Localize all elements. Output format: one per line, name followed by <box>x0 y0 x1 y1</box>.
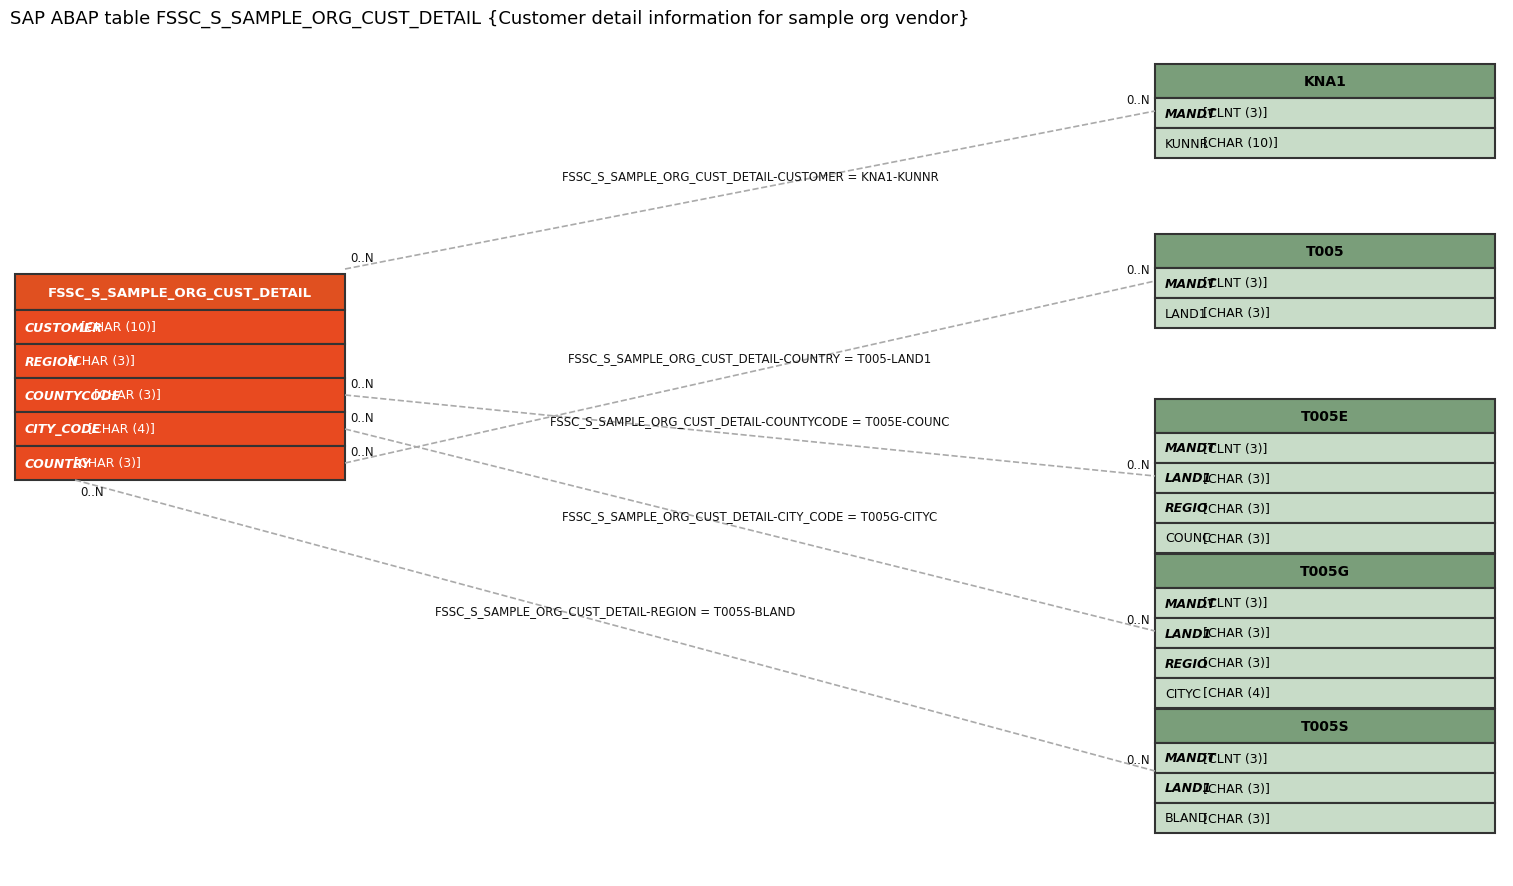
Text: FSSC_S_SAMPLE_ORG_CUST_DETAIL: FSSC_S_SAMPLE_ORG_CUST_DETAIL <box>48 286 312 299</box>
Bar <box>1154 618 1495 649</box>
Text: [CHAR (10)]: [CHAR (10)] <box>1198 137 1278 151</box>
Text: 0..N: 0..N <box>1126 94 1150 107</box>
Text: MANDT: MANDT <box>1165 597 1216 610</box>
Text: FSSC_S_SAMPLE_ORG_CUST_DETAIL-COUNTYCODE = T005E-COUNC: FSSC_S_SAMPLE_ORG_CUST_DETAIL-COUNTYCODE… <box>551 415 950 428</box>
Text: T005S: T005S <box>1301 719 1350 734</box>
Text: 0..N: 0..N <box>350 252 374 265</box>
Text: [CHAR (3)]: [CHAR (3)] <box>1198 657 1269 670</box>
Bar <box>15 413 345 447</box>
Text: [CHAR (3)]: [CHAR (3)] <box>1198 307 1269 320</box>
Bar <box>1154 433 1495 463</box>
Text: FSSC_S_SAMPLE_ORG_CUST_DETAIL-REGION = T005S-BLAND: FSSC_S_SAMPLE_ORG_CUST_DETAIL-REGION = T… <box>434 605 796 618</box>
Text: LAND1: LAND1 <box>1165 626 1212 640</box>
Bar <box>1154 803 1495 833</box>
Text: COUNC: COUNC <box>1165 532 1210 545</box>
Text: [CLNT (3)]: [CLNT (3)] <box>1198 751 1268 765</box>
Text: [CHAR (3)]: [CHAR (3)] <box>1198 532 1269 545</box>
Bar <box>1154 400 1495 433</box>
Text: 0..N: 0..N <box>350 377 374 391</box>
Bar <box>1154 555 1495 588</box>
Text: [CLNT (3)]: [CLNT (3)] <box>1198 597 1268 610</box>
Text: REGIO: REGIO <box>1165 502 1209 515</box>
Text: LAND1: LAND1 <box>1165 307 1207 320</box>
Text: CITY_CODE: CITY_CODE <box>26 423 101 436</box>
Text: LAND1: LAND1 <box>1165 781 1212 795</box>
Text: BLAND: BLAND <box>1165 812 1209 825</box>
Bar <box>1154 494 1495 524</box>
Text: 0..N: 0..N <box>1126 458 1150 471</box>
Text: [CHAR (3)]: [CHAR (3)] <box>1198 626 1269 640</box>
Text: [CLNT (3)]: [CLNT (3)] <box>1198 442 1268 455</box>
Text: REGION: REGION <box>26 355 79 368</box>
Text: FSSC_S_SAMPLE_ORG_CUST_DETAIL-CUSTOMER = KNA1-KUNNR: FSSC_S_SAMPLE_ORG_CUST_DETAIL-CUSTOMER =… <box>561 170 938 183</box>
Bar <box>15 378 345 413</box>
Text: SAP ABAP table FSSC_S_SAMPLE_ORG_CUST_DETAIL {Customer detail information for sa: SAP ABAP table FSSC_S_SAMPLE_ORG_CUST_DE… <box>11 10 970 28</box>
Text: T005: T005 <box>1306 245 1345 259</box>
Text: 0..N: 0..N <box>80 486 103 499</box>
Text: [CHAR (3)]: [CHAR (3)] <box>64 355 135 368</box>
Bar <box>1154 65 1495 99</box>
Text: COUNTRY: COUNTRY <box>26 457 91 470</box>
Text: 0..N: 0..N <box>1126 264 1150 276</box>
Text: [CHAR (10)]: [CHAR (10)] <box>77 321 156 334</box>
Bar <box>1154 743 1495 773</box>
Text: FSSC_S_SAMPLE_ORG_CUST_DETAIL-COUNTRY = T005-LAND1: FSSC_S_SAMPLE_ORG_CUST_DETAIL-COUNTRY = … <box>569 352 932 364</box>
Bar <box>1154 268 1495 299</box>
Bar <box>15 311 345 345</box>
Text: MANDT: MANDT <box>1165 751 1216 765</box>
Text: MANDT: MANDT <box>1165 442 1216 455</box>
Bar <box>15 275 345 311</box>
Text: 0..N: 0..N <box>1126 753 1150 766</box>
Text: FSSC_S_SAMPLE_ORG_CUST_DETAIL-CITY_CODE = T005G-CITYC: FSSC_S_SAMPLE_ORG_CUST_DETAIL-CITY_CODE … <box>563 509 938 523</box>
Text: [CHAR (3)]: [CHAR (3)] <box>1198 472 1269 485</box>
Text: [CLNT (3)]: [CLNT (3)] <box>1198 107 1268 120</box>
Text: KNA1: KNA1 <box>1304 75 1347 89</box>
Text: T005G: T005G <box>1300 564 1350 579</box>
Text: REGIO: REGIO <box>1165 657 1209 670</box>
Bar <box>1154 679 1495 708</box>
Text: [CHAR (3)]: [CHAR (3)] <box>89 389 160 402</box>
Text: CITYC: CITYC <box>1165 687 1201 700</box>
Text: KUNNR: KUNNR <box>1165 137 1209 151</box>
Text: COUNTYCODE: COUNTYCODE <box>26 389 121 402</box>
Bar <box>1154 99 1495 128</box>
Text: T005E: T005E <box>1301 409 1350 424</box>
Bar <box>15 345 345 378</box>
Bar <box>1154 588 1495 618</box>
Bar <box>1154 235 1495 268</box>
Text: [CHAR (3)]: [CHAR (3)] <box>1198 781 1269 795</box>
Bar <box>1154 524 1495 554</box>
Bar <box>1154 463 1495 494</box>
Text: [CHAR (3)]: [CHAR (3)] <box>71 457 141 470</box>
Text: LAND1: LAND1 <box>1165 472 1212 485</box>
Text: [CHAR (3)]: [CHAR (3)] <box>1198 502 1269 515</box>
Text: 0..N: 0..N <box>350 446 374 458</box>
Text: CUSTOMER: CUSTOMER <box>26 321 103 334</box>
Bar <box>1154 128 1495 159</box>
Text: MANDT: MANDT <box>1165 107 1216 120</box>
Text: [CHAR (4)]: [CHAR (4)] <box>83 423 154 436</box>
Bar <box>1154 709 1495 743</box>
Text: [CLNT (3)]: [CLNT (3)] <box>1198 277 1268 291</box>
Text: [CHAR (4)]: [CHAR (4)] <box>1198 687 1269 700</box>
Text: [CHAR (3)]: [CHAR (3)] <box>1198 812 1269 825</box>
Bar <box>1154 773 1495 803</box>
Bar <box>1154 299 1495 329</box>
Text: 0..N: 0..N <box>1126 613 1150 626</box>
Bar <box>1154 649 1495 679</box>
Text: MANDT: MANDT <box>1165 277 1216 291</box>
Bar <box>15 447 345 480</box>
Text: 0..N: 0..N <box>350 411 374 424</box>
